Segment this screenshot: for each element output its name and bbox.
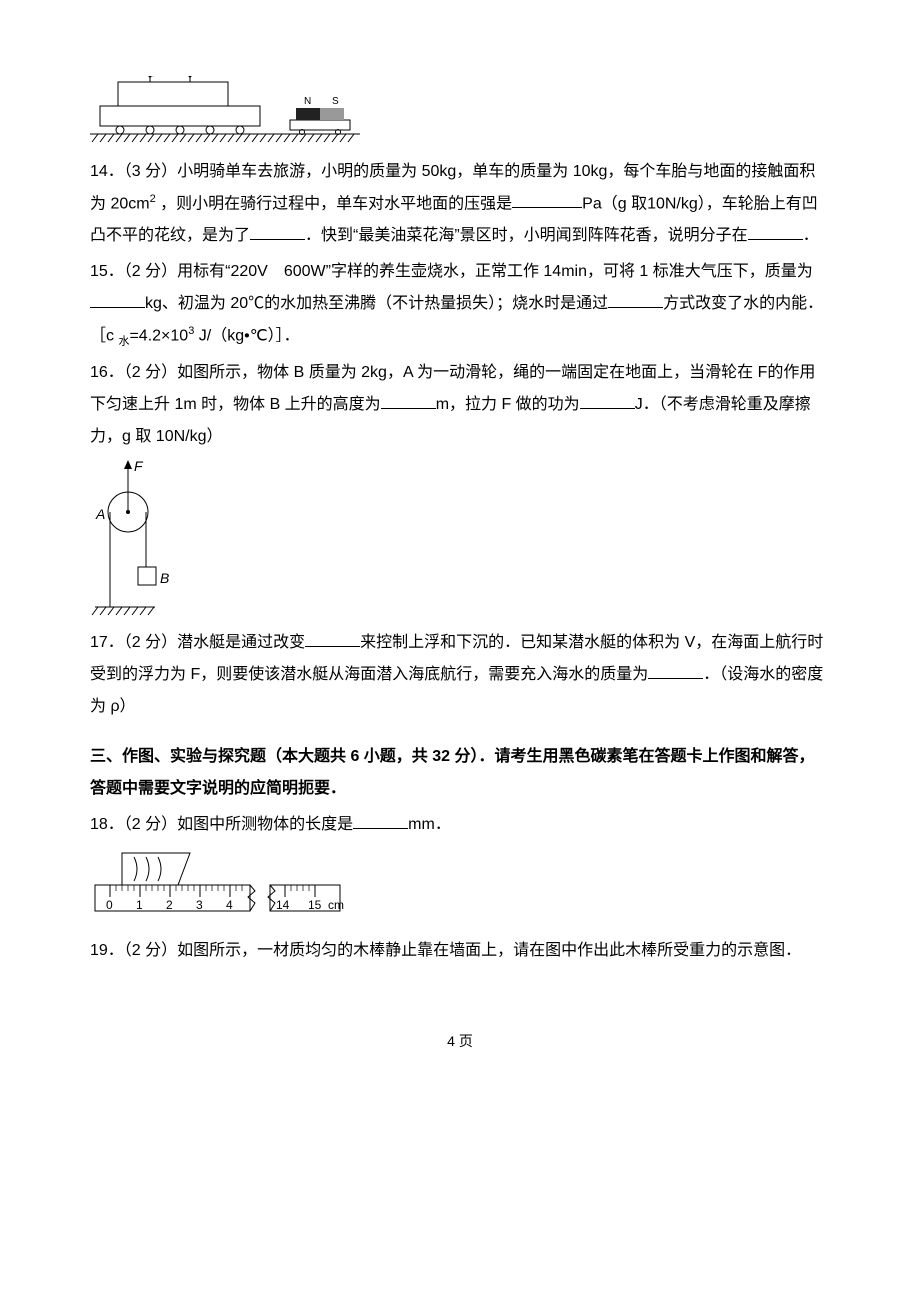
ruler-tick-15: 15 [308,898,322,912]
page-footer: 4 页 [90,1027,830,1055]
q15-blank-1[interactable] [90,291,145,309]
q18-blank-1[interactable] [353,811,408,829]
q15-blank-2[interactable] [608,291,663,309]
q14-blank-3[interactable] [748,223,803,241]
cart-magnet-svg: N S [90,76,360,146]
question-14: 14．（3 分）小明骑单车去旅游，小明的质量为 50kg，单车的质量为 10kg… [90,156,830,252]
q18-text-1: 18．（2 分）如图中所测物体的长度是 [90,816,353,833]
q15-sub-water: 水 [118,336,129,348]
question-15: 15．（2 分）用标有“220V 600W”字样的养生壶烧水，正常工作 14mi… [90,256,830,353]
question-19: 19．（2 分）如图所示，一材质均匀的木棒静止靠在墙面上，请在图中作出此木棒所受… [90,935,830,967]
ruler-unit: cm [328,898,344,912]
q14-blank-1[interactable] [512,191,582,209]
ruler-tick-0: 0 [106,898,113,912]
q15-text-4: =4.2×10 [129,328,188,345]
pulley-svg: F A B [90,457,180,617]
label-A: A [95,506,105,522]
q15-text-5: J/（kg•℃）］． [194,328,299,345]
ruler-tick-3: 3 [196,898,203,912]
q14-text-2: ，则小明在骑行过程中，单车对水平地面的压强是 [156,195,512,212]
ruler-tick-2: 2 [166,898,173,912]
q15-text-2: kg、初温为 20℃的水加热至沸腾（不计热量损失）；烧水时是通过 [145,295,608,312]
question-16: 16．（2 分）如图所示，物体 B 质量为 2kg，A 为一动滑轮，绳的一端固定… [90,357,830,453]
ruler-svg: 0 1 2 3 4 14 15 cm [90,845,390,925]
q18-text-2: mm． [408,816,451,833]
ruler-tick-1: 1 [136,898,143,912]
figure-ruler: 0 1 2 3 4 14 15 cm [90,845,830,925]
q14-text-5: ． [803,227,819,244]
q14-blank-2[interactable] [250,223,305,241]
q17-blank-2[interactable] [648,661,703,679]
figure-pulley: F A B [90,457,830,617]
magnet-s-label: S [332,96,339,107]
ruler-tick-14: 14 [276,898,290,912]
q16-blank-1[interactable] [381,391,436,409]
question-18: 18．（2 分）如图中所测物体的长度是 mm． [90,809,830,841]
ruler-tick-4: 4 [226,898,233,912]
magnet-n-label: N [304,96,311,107]
label-F: F [134,458,144,474]
section-3-title: 三、作图、实验与探究题（本大题共 6 小题，共 32 分）．请考生用黑色碳素笔在… [90,741,830,805]
question-17: 17．（2 分）潜水艇是通过改变来控制上浮和下沉的．已知某潜水艇的体积为 V，在… [90,627,830,723]
q14-text-4: ．快到“最美油菜花海”景区时，小明闻到阵阵花香，说明分子在 [305,227,748,244]
label-B: B [160,570,169,586]
figure-cart-magnet: N S [90,76,830,146]
q16-blank-2[interactable] [580,391,635,409]
q15-text-1: 15．（2 分）用标有“220V 600W”字样的养生壶烧水，正常工作 14mi… [90,263,813,280]
q17-text-1: 17．（2 分）潜水艇是通过改变 [90,634,305,651]
q16-text-2: m，拉力 F 做的功为 [436,396,580,413]
q17-blank-1[interactable] [305,629,360,647]
